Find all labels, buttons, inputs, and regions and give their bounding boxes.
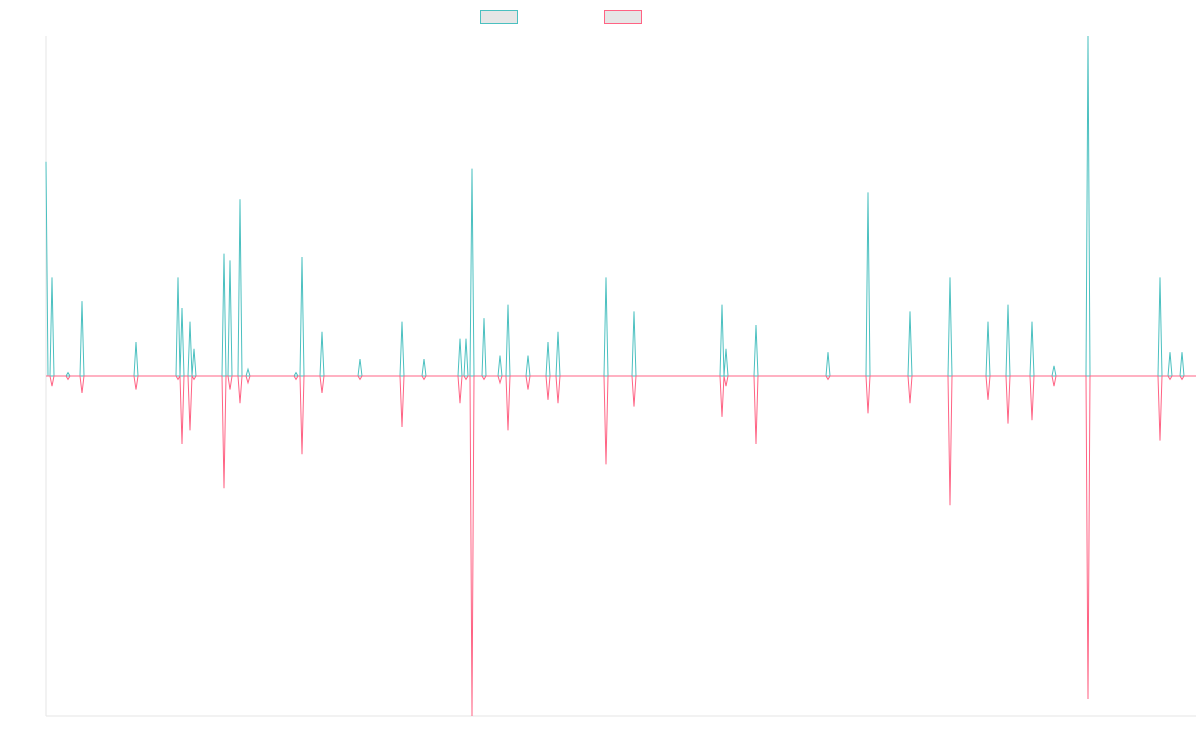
series-layer — [0, 35, 1196, 717]
legend-swatch-series-2[interactable] — [604, 10, 642, 24]
series-1 — [0, 35, 1196, 377]
series-1-point[interactable] — [0, 348, 1, 350]
series-2-point[interactable] — [0, 395, 1, 397]
legend — [0, 8, 1200, 28]
series-2-point[interactable] — [0, 382, 1, 384]
legend-swatch-series-1[interactable] — [480, 10, 518, 24]
series-1-point[interactable] — [0, 338, 1, 340]
series-2 — [0, 374, 1196, 717]
series-1-line — [45, 35, 1196, 377]
series-2-line — [46, 374, 1196, 717]
